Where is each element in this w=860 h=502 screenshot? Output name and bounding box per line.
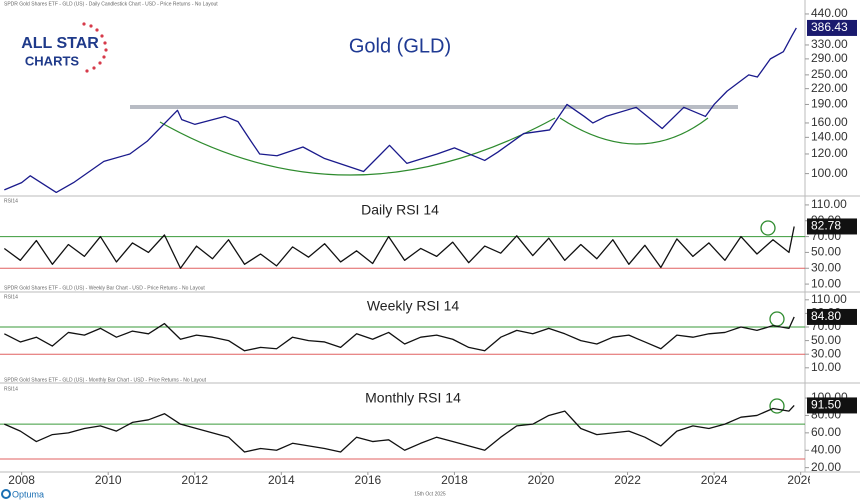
footer-date: 15th Oct 2025	[414, 491, 446, 497]
highlight-circle	[760, 220, 776, 236]
logo: ALL STAR CHARTS	[21, 22, 108, 73]
panel-title: Monthly RSI 14	[365, 390, 461, 406]
y-tick-label: 50.00	[811, 333, 841, 347]
series-line	[4, 405, 795, 453]
x-tick-label: 2014	[268, 473, 295, 487]
y-tick-label: 50.00	[811, 245, 841, 259]
brand-icon	[1, 489, 11, 499]
y-tick-label: 100.00	[811, 166, 848, 180]
y-tick-label: 190.00	[811, 97, 848, 111]
y-tick-label: 10.00	[811, 360, 841, 374]
y-tick-label: 60.00	[811, 425, 841, 439]
x-tick-label: 2026	[787, 473, 814, 487]
base-arc	[159, 117, 556, 176]
y-tick-label: 290.00	[811, 51, 848, 65]
last-value-box	[807, 19, 857, 36]
y-tick-label: 30.00	[811, 260, 841, 274]
series-line	[4, 27, 797, 194]
last-value-label: 82.78	[811, 219, 841, 233]
y-tick-label: 330.00	[811, 37, 848, 51]
y-tick-label: 110.00	[811, 197, 847, 211]
plot-area	[0, 27, 805, 460]
y-tick-label: 140.00	[811, 130, 848, 144]
x-tick-label: 2022	[614, 473, 641, 487]
logo-text: CHARTS	[25, 53, 79, 68]
indicator-label: RSI14	[4, 386, 18, 392]
series-line	[3, 226, 795, 269]
x-tick-label: 2016	[355, 473, 382, 487]
indicator-label: RSI14	[4, 198, 18, 204]
x-tick-label: 2008	[8, 473, 35, 487]
panel-title: Gold (GLD)	[349, 35, 451, 57]
x-tick-label: 2012	[181, 473, 208, 487]
series-line	[4, 316, 795, 352]
panel-title: Daily RSI 14	[361, 202, 439, 218]
y-tick-label: 110.00	[811, 292, 847, 306]
logo-text: ALL STAR	[21, 35, 99, 52]
last-value-box	[807, 308, 857, 325]
y-tick-label: 160.00	[811, 115, 848, 129]
last-value-label: 386.43	[811, 20, 848, 34]
y-tick-label: 10.00	[811, 276, 841, 290]
panel-header: SPDR Gold Shares ETF - GLD (US) - Daily …	[4, 1, 218, 7]
y-tick-label: 40.00	[811, 442, 841, 456]
footer-brand: Optuma	[12, 489, 44, 499]
x-tick-label: 2018	[441, 473, 468, 487]
last-value-label: 91.50	[811, 398, 841, 412]
y-tick-label: 120.00	[811, 146, 848, 160]
x-tick-label: 2020	[528, 473, 555, 487]
last-value-box	[807, 218, 857, 235]
last-value-box	[807, 397, 857, 414]
panel-header: SPDR Gold Shares ETF - GLD (US) - Monthl…	[4, 377, 207, 383]
panel-header: SPDR Gold Shares ETF - GLD (US) - Weekly…	[4, 285, 205, 291]
x-tick-label: 2010	[95, 473, 122, 487]
panel-title: Weekly RSI 14	[367, 298, 460, 314]
y-tick-label: 440.00	[811, 6, 848, 20]
y-tick-label: 220.00	[811, 81, 848, 95]
axis-mask	[810, 473, 860, 489]
x-tick-label: 2024	[701, 473, 728, 487]
last-value-label: 84.80	[811, 309, 841, 323]
base-arc	[559, 117, 709, 145]
y-tick-label: 30.00	[811, 346, 841, 360]
indicator-label: RSI14	[4, 294, 18, 300]
y-tick-label: 20.00	[811, 460, 841, 474]
y-tick-label: 250.00	[811, 67, 848, 81]
highlight-circle	[769, 398, 785, 414]
